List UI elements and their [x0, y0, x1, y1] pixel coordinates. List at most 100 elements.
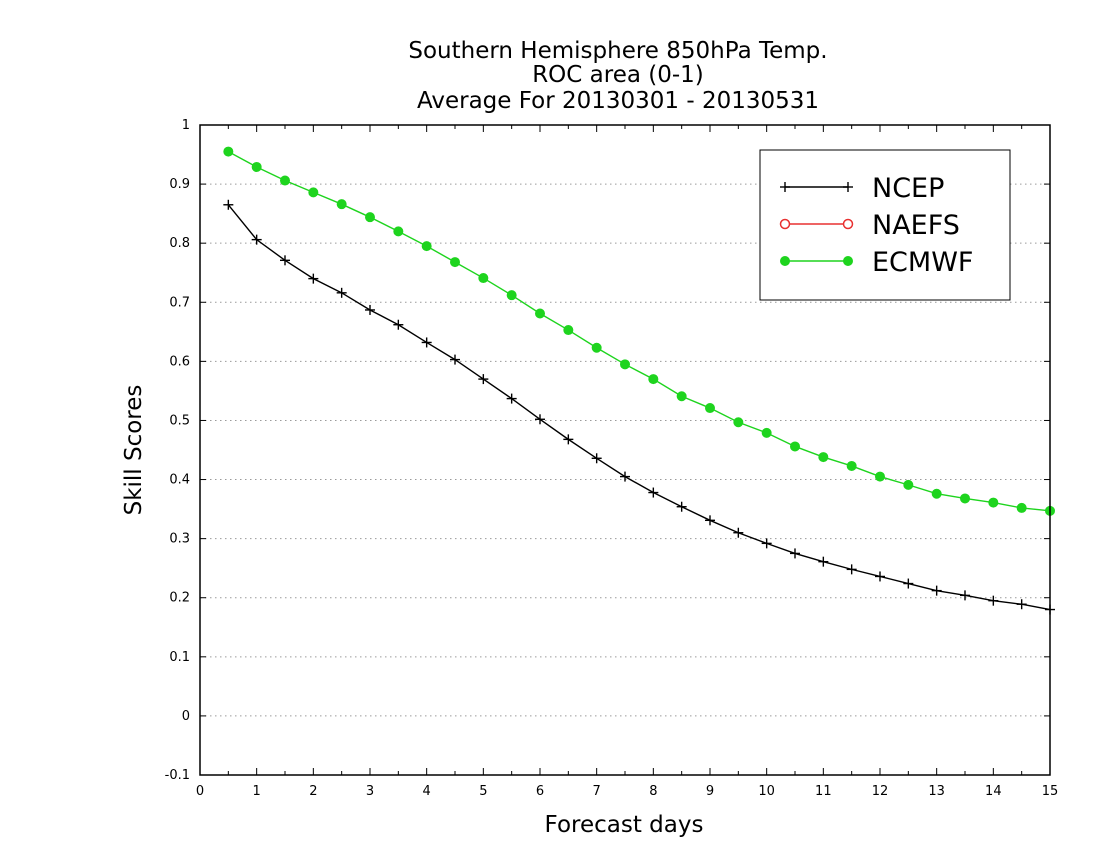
- data-point-ncep: [705, 515, 715, 526]
- legend-label-ncep: NCEP: [872, 173, 944, 204]
- data-point-ecmwf: [903, 479, 914, 490]
- data-point-ncep: [280, 255, 290, 266]
- series-layer: [223, 146, 1055, 615]
- data-point-ecmwf: [818, 452, 829, 463]
- y-tick-label: 1: [182, 118, 190, 133]
- legend-box: [759, 149, 1011, 301]
- data-point-ecmwf: [648, 374, 659, 385]
- data-point-ncep: [818, 556, 829, 567]
- data-point-ncep: [591, 453, 602, 464]
- x-tick-label: 4: [423, 784, 431, 799]
- data-point-ecmwf: [676, 391, 687, 402]
- legend-label-naefs: NAEFS: [872, 210, 960, 241]
- data-point-ecmwf: [846, 460, 857, 471]
- data-point-ecmwf: [535, 308, 545, 319]
- axes: -0.100.10.20.30.40.50.60.70.80.910 1 2 3 4 5 6…: [165, 118, 1059, 799]
- data-point-ncep: [620, 471, 630, 482]
- data-point-ncep: [308, 273, 319, 284]
- legend-marker-ecmwf: [780, 256, 790, 266]
- data-point-ncep: [393, 319, 404, 330]
- data-point-ncep: [1016, 599, 1027, 610]
- data-point-ecmwf: [223, 146, 234, 157]
- data-point-ecmwf: [875, 471, 885, 482]
- data-point-ncep: [251, 234, 262, 245]
- data-point-ncep: [875, 571, 885, 582]
- data-point-ncep: [988, 595, 999, 606]
- y-axis-label: Skill Scores: [121, 385, 147, 516]
- data-point-ecmwf: [308, 187, 319, 198]
- data-point-ecmwf: [393, 226, 404, 237]
- data-point-ecmwf: [705, 403, 715, 414]
- data-point-ncep: [421, 337, 432, 348]
- data-point-ecmwf: [790, 441, 800, 452]
- data-point-ncep: [223, 199, 234, 210]
- legend-label-ecmwf: ECMWF: [872, 247, 973, 278]
- x-tick-label: 10: [758, 784, 775, 799]
- x-tick-label: 13: [928, 784, 945, 799]
- data-point-ecmwf: [478, 273, 489, 284]
- x-tick-label: 15: [1042, 784, 1059, 799]
- data-point-ncep: [365, 304, 375, 315]
- data-point-ecmwf: [1016, 502, 1027, 513]
- data-point-ncep: [761, 538, 772, 549]
- data-point-ecmwf: [931, 488, 942, 499]
- x-tick-label: 5: [479, 784, 487, 799]
- legend-marker-ecmwf: [843, 256, 853, 266]
- y-tick-label: 0.3: [169, 532, 190, 547]
- x-tick-label: 8: [649, 784, 657, 799]
- chart-title-line-2: ROC area (0-1): [532, 62, 704, 88]
- legend-marker-naefs: [779, 218, 791, 230]
- x-tick-label: 2: [309, 784, 317, 799]
- data-point-ncep: [960, 590, 970, 601]
- y-tick-label: 0.8: [169, 236, 190, 251]
- series-line-ncep: [227, 204, 1051, 611]
- y-tick-label: 0.6: [169, 354, 190, 369]
- y-tick-label: 0.2: [169, 591, 190, 606]
- data-point-ncep: [535, 414, 545, 425]
- data-point-ncep: [506, 393, 517, 404]
- data-point-ncep: [563, 434, 574, 445]
- chart-title-line-1: Southern Hemisphere 850hPa Temp.: [408, 38, 827, 64]
- legend-marker-naefs: [842, 218, 854, 230]
- x-tick-label: 11: [815, 784, 832, 799]
- y-tick-label: 0.4: [169, 473, 190, 488]
- x-tick-label: 12: [872, 784, 889, 799]
- data-point-ecmwf: [336, 199, 347, 210]
- data-point-ecmwf: [733, 417, 744, 428]
- x-axis-label: Forecast days: [545, 812, 704, 838]
- data-point-ecmwf: [988, 497, 999, 508]
- data-point-ncep: [903, 578, 914, 589]
- data-point-ecmwf: [421, 241, 432, 252]
- legend-marker-ncep: [780, 182, 790, 192]
- x-tick-label: 14: [985, 784, 1002, 799]
- x-tick-label: 0: [196, 784, 204, 799]
- legend-marker-ncep: [843, 182, 853, 192]
- y-tick-label: 0.5: [169, 413, 190, 428]
- data-point-ecmwf: [563, 325, 574, 336]
- data-point-ncep: [846, 564, 857, 575]
- data-point-ncep: [450, 354, 460, 365]
- chart-title-line-3: Average For 20130301 - 20130531: [417, 88, 819, 114]
- data-point-ecmwf: [506, 290, 517, 301]
- y-tick-label: -0.1: [165, 768, 190, 783]
- data-point-ecmwf: [620, 359, 630, 370]
- data-point-ncep: [733, 527, 744, 538]
- data-point-ecmwf: [280, 175, 290, 186]
- y-tick-label: 0.7: [169, 295, 190, 310]
- data-point-ecmwf: [960, 493, 970, 504]
- x-tick-label: 9: [706, 784, 714, 799]
- plot-frame: [199, 124, 1051, 776]
- x-tick-label: 7: [593, 784, 601, 799]
- y-tick-label: 0.9: [169, 177, 190, 192]
- data-point-ncep: [790, 548, 800, 559]
- y-tick-label: 0: [182, 709, 190, 724]
- legend: NCEP NAEFS ECMWF: [759, 149, 1011, 301]
- data-point-ecmwf: [450, 257, 460, 268]
- data-point-ecmwf: [251, 161, 262, 172]
- data-point-ncep: [931, 585, 942, 596]
- data-point-ecmwf: [591, 342, 602, 353]
- data-point-ncep: [676, 501, 687, 512]
- data-point-ecmwf: [365, 212, 375, 223]
- data-point-ncep: [648, 487, 659, 498]
